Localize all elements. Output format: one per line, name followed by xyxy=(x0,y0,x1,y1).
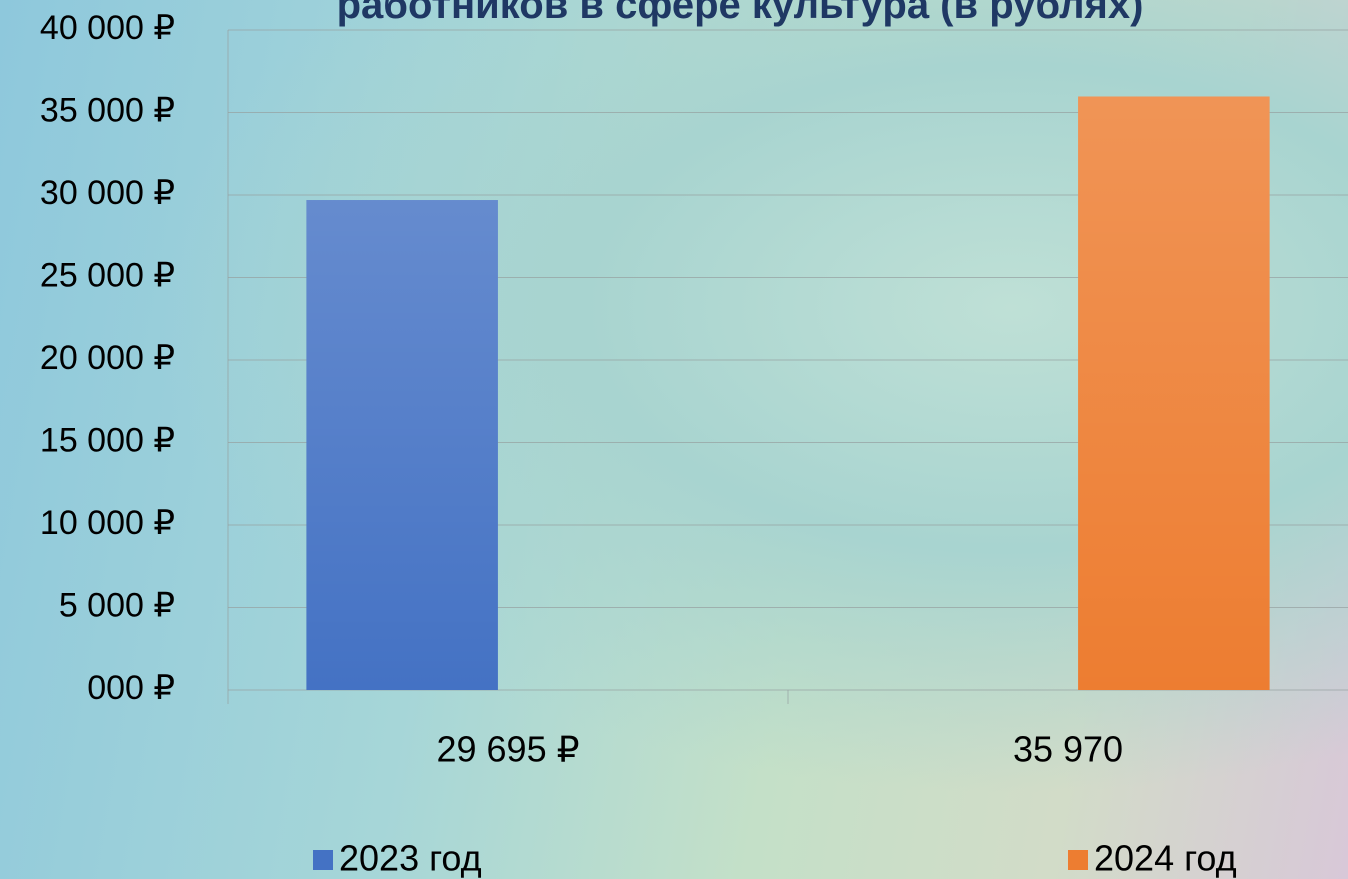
legend-label: 2024 год xyxy=(1094,838,1237,879)
y-tick-label: 10 000 ₽ xyxy=(40,504,175,542)
x-tick-label: 29 695 ₽ xyxy=(436,729,579,770)
legend-label: 2023 год xyxy=(339,838,482,879)
y-tick-label: 15 000 ₽ xyxy=(40,421,175,459)
bar-sheen xyxy=(1078,96,1270,691)
y-tick-label: 25 000 ₽ xyxy=(40,256,175,294)
legend-swatch xyxy=(313,850,333,870)
y-tick-label: 20 000 ₽ xyxy=(40,339,175,377)
y-tick-label: 5 000 ₽ xyxy=(59,586,175,624)
y-tick-label: 40 000 ₽ xyxy=(40,9,175,47)
bar-sheen xyxy=(306,200,498,690)
chart-title: работников в сфере культура (в рублях) xyxy=(337,0,1144,27)
y-tick-label: 30 000 ₽ xyxy=(40,174,175,212)
y-tick-label: 35 000 ₽ xyxy=(40,91,175,129)
y-tick-label: 000 ₽ xyxy=(87,669,175,707)
x-tick-label: 35 970 xyxy=(1013,729,1123,770)
legend-swatch xyxy=(1068,850,1088,870)
